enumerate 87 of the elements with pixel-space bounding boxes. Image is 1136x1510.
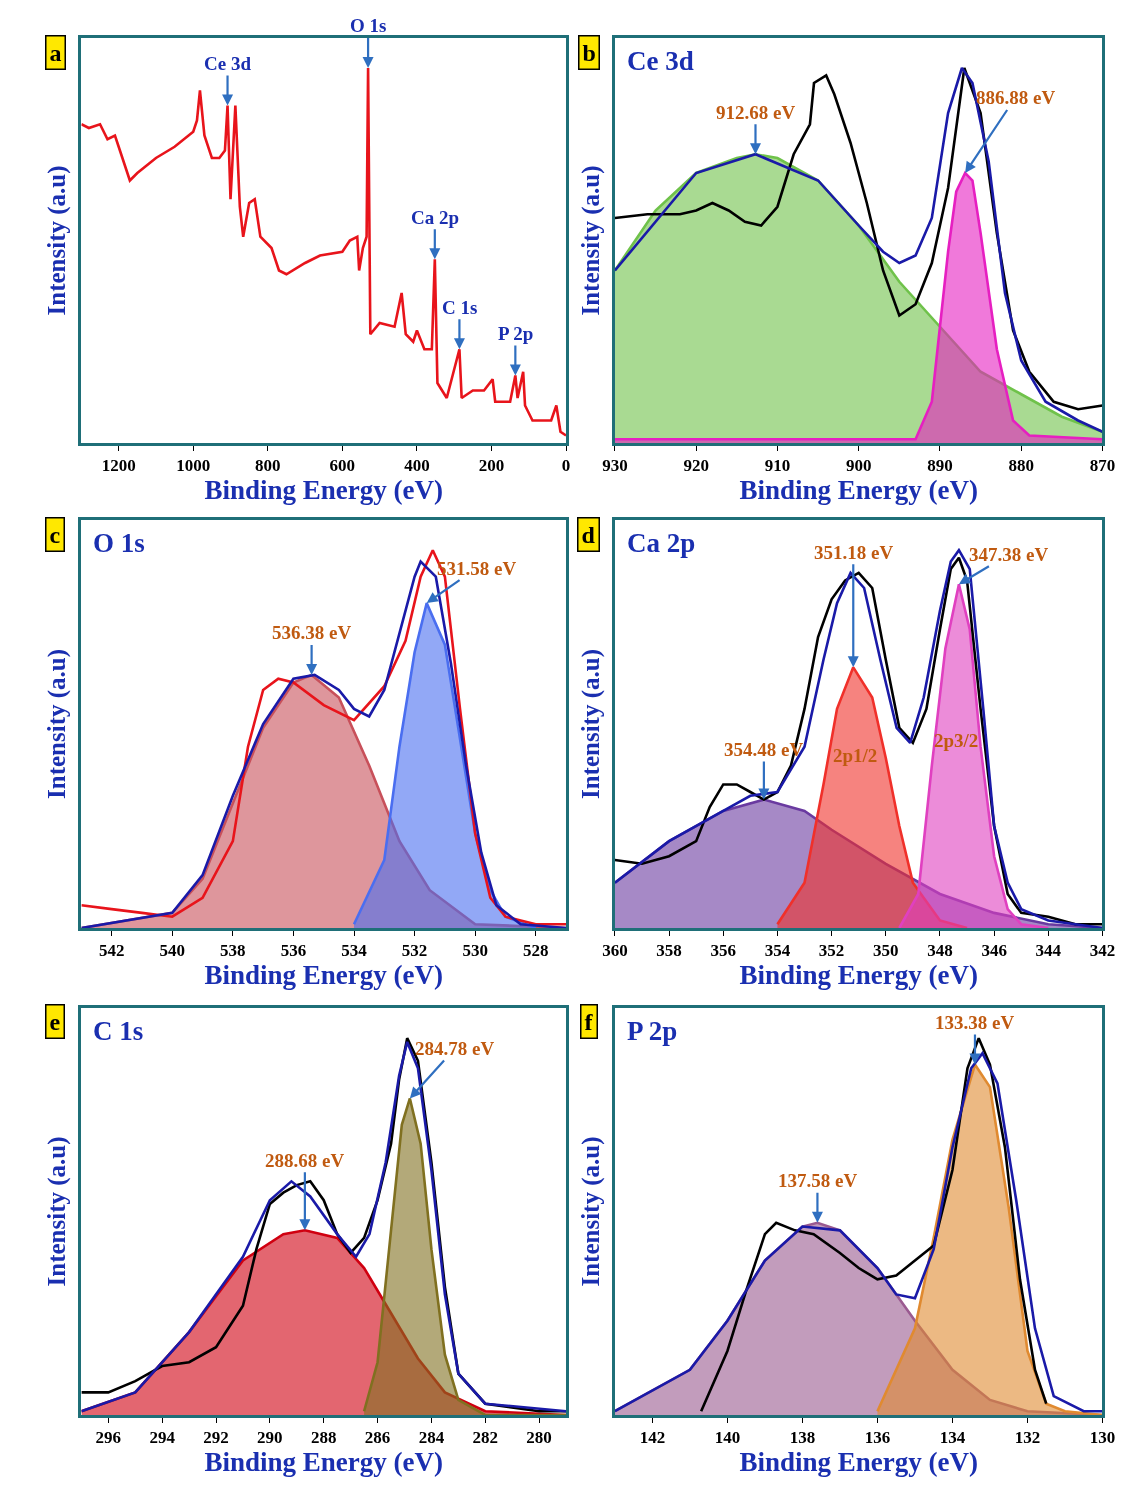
x-tick-label: 140 — [714, 1428, 741, 1448]
x-tick-label: 532 — [401, 941, 428, 961]
annotation: P 2p — [498, 323, 534, 344]
chart-title: P 2p — [627, 1016, 678, 1046]
x-tick-label: 296 — [95, 1428, 122, 1448]
x-tick-label: 600 — [329, 456, 356, 476]
x-tick-label: 348 — [927, 941, 953, 961]
y-axis-title: Intensity (a.u) — [43, 1136, 72, 1287]
x-tick-label: 138 — [789, 1428, 816, 1448]
y-axis-title: Intensity (a.u) — [43, 165, 72, 316]
x-tick-label: 540 — [159, 941, 186, 961]
annotation: 2p1/2 — [833, 745, 878, 766]
x-tick-label: 290 — [257, 1428, 283, 1448]
x-tick-label: 288 — [310, 1428, 337, 1448]
x-tick-label: 538 — [220, 941, 246, 961]
y-axis-title: Intensity (a.u) — [576, 648, 605, 800]
annotation: 284.78 eV — [415, 1038, 495, 1059]
x-tick-label: 344 — [1035, 941, 1062, 961]
x-tick-label: 292 — [203, 1428, 229, 1448]
y-axis-title: Intensity (a.u) — [576, 1136, 605, 1287]
x-tick-label: 800 — [255, 456, 281, 476]
x-tick-label: 142 — [639, 1428, 666, 1448]
x-tick-label: 534 — [341, 941, 368, 961]
annotation: Ca 2p — [411, 207, 460, 228]
x-tick-label: 870 — [1089, 456, 1116, 476]
x-tick-label: 0 — [561, 456, 571, 476]
x-tick-label: 880 — [1008, 456, 1034, 476]
x-tick-label: 528 — [523, 941, 549, 961]
x-tick-label: 294 — [149, 1428, 176, 1448]
text: a — [49, 39, 62, 66]
x-tick-label: 282 — [472, 1428, 499, 1448]
annotation: C 1s — [442, 297, 478, 318]
x-tick-label: 910 — [764, 456, 791, 476]
x-tick-label: 354 — [764, 941, 791, 961]
annotation: 288.68 eV — [265, 1150, 345, 1171]
x-tick-label: 900 — [845, 456, 872, 476]
annotation: 886.88 eV — [976, 87, 1056, 108]
annotation: 351.18 eV — [814, 542, 894, 563]
x-tick-label: 342 — [1089, 941, 1116, 961]
text: f — [584, 1008, 594, 1035]
x-axis-title: Binding Energy (eV) — [204, 475, 443, 506]
x-tick-label: 1000 — [176, 456, 211, 476]
x-tick-label: 346 — [981, 941, 1007, 961]
x-axis-title: Binding Energy (eV) — [739, 475, 978, 506]
chart-title: Ca 2p — [627, 528, 696, 558]
x-tick-label: 134 — [939, 1428, 966, 1448]
text: d — [581, 521, 596, 548]
x-axis-title: Binding Energy (eV) — [204, 960, 443, 991]
annotation: 137.58 eV — [778, 1170, 858, 1191]
x-tick-label: 286 — [364, 1428, 391, 1448]
annotation: Ce 3d — [204, 53, 252, 74]
x-axis-title: Binding Energy (eV) — [739, 1447, 978, 1478]
x-tick-label: 542 — [98, 941, 125, 961]
text: b — [582, 39, 596, 66]
x-tick-label: 356 — [710, 941, 736, 961]
x-axis-title: Binding Energy (eV) — [204, 1447, 443, 1478]
text: e — [49, 1008, 61, 1035]
annotation: 2p3/2 — [934, 730, 979, 751]
x-tick-label: 284 — [418, 1428, 445, 1448]
x-tick-label: 1200 — [101, 456, 136, 476]
x-tick-label: 130 — [1089, 1428, 1116, 1448]
chart-title: O 1s — [93, 528, 145, 558]
x-tick-label: 350 — [873, 941, 899, 961]
annotation: O 1s — [350, 15, 387, 36]
annotation: 347.38 eV — [969, 544, 1049, 565]
x-tick-label: 360 — [602, 941, 628, 961]
x-axis-title: Binding Energy (eV) — [739, 960, 978, 991]
x-tick-label: 920 — [683, 456, 709, 476]
x-tick-label: 530 — [462, 941, 488, 961]
chart-title: Ce 3d — [627, 46, 694, 76]
x-tick-label: 358 — [656, 941, 682, 961]
text: c — [49, 521, 61, 548]
y-axis-title: Intensity (a.u) — [576, 165, 605, 316]
annotation: 912.68 eV — [716, 102, 796, 123]
x-tick-label: 890 — [927, 456, 953, 476]
chart-title: C 1s — [93, 1016, 144, 1046]
x-tick-label: 132 — [1014, 1428, 1041, 1448]
x-tick-label: 930 — [602, 456, 628, 476]
annotation: 133.38 eV — [935, 1012, 1015, 1033]
x-tick-label: 280 — [526, 1428, 552, 1448]
x-tick-label: 536 — [280, 941, 307, 961]
x-tick-label: 400 — [404, 456, 430, 476]
x-tick-label: 200 — [478, 456, 505, 476]
y-axis-title: Intensity (a.u) — [43, 648, 72, 800]
x-tick-label: 352 — [818, 941, 845, 961]
annotation: 536.38 eV — [272, 622, 352, 643]
x-tick-label: 136 — [864, 1428, 891, 1448]
